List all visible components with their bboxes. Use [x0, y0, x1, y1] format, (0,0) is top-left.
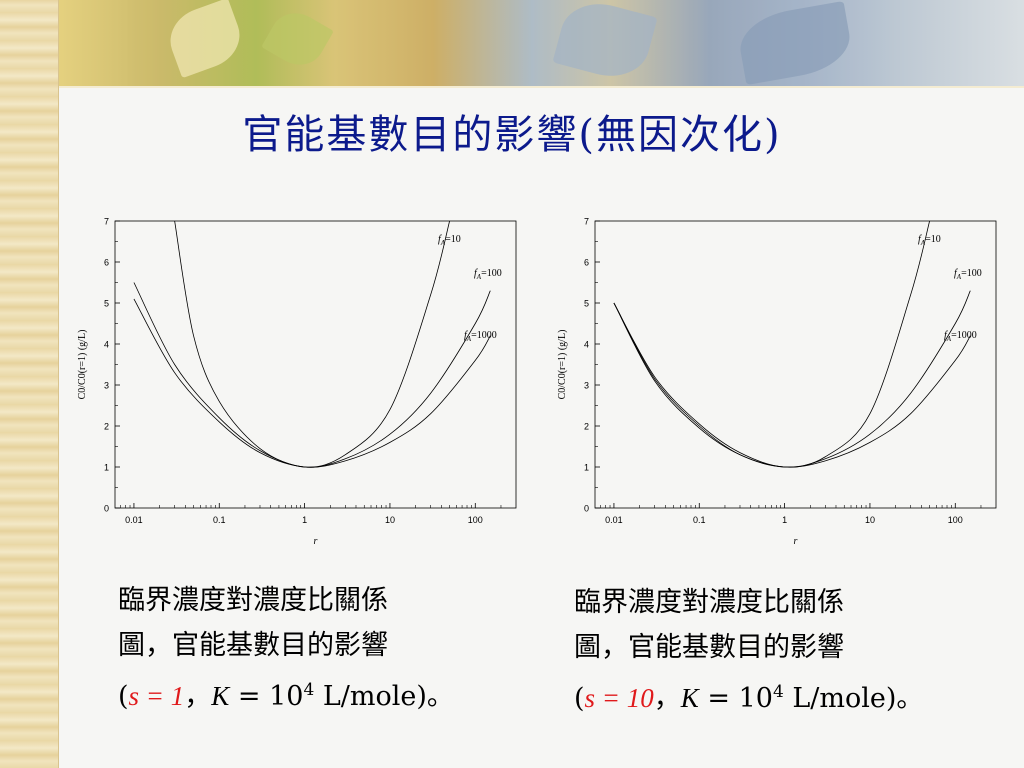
series-label-sub: A: [440, 239, 446, 247]
decorative-banner: [40, 0, 1024, 86]
caption-line3: (s = 1，K = 104 L/mole)。: [118, 668, 454, 719]
caption-eq: = 10: [698, 683, 773, 714]
x-tick-label: 10: [865, 515, 875, 525]
plot-frame: [594, 220, 997, 509]
x-tick-label: 1: [302, 515, 307, 525]
y-tick-label: 3: [584, 381, 589, 391]
series-label-2: fA=100: [954, 268, 982, 281]
slide-title: 官能基數目的影響(無因次化): [242, 112, 782, 158]
series-label-f: f: [464, 330, 468, 341]
caption-right: 臨界濃度對濃度比關係 圖，官能基數目的影響 (s = 10，K = 104 L/…: [574, 580, 923, 721]
caption-exp: 4: [303, 680, 315, 700]
y-tick-label: 7: [104, 217, 109, 227]
series-label-f: f: [474, 268, 478, 279]
series-label-f: f: [438, 234, 442, 245]
caption-exp: 4: [772, 682, 784, 702]
caption-s-value: s = 1: [128, 681, 185, 711]
x-tick-label: 1: [782, 515, 787, 525]
y-tick-label: 0: [104, 504, 109, 514]
y-tick-label: 4: [104, 340, 109, 350]
y-tick-label: 5: [584, 299, 589, 309]
leaf-decoration: [261, 3, 334, 75]
y-tick-label: 2: [104, 422, 109, 432]
leaf-decoration: [552, 0, 658, 86]
series-label-sub: A: [466, 335, 472, 343]
x-tick-label: 0.01: [605, 515, 623, 525]
series-label-f: f: [918, 234, 922, 245]
y-tick-label: 7: [584, 217, 589, 227]
y-tick-label: 3: [104, 381, 109, 391]
leaf-decoration: [735, 0, 855, 86]
plot-frame: [114, 220, 517, 509]
caption-k: K: [211, 681, 230, 711]
y-tick-label: 5: [104, 299, 109, 309]
y-tick-label: 2: [584, 422, 589, 432]
series-label-value: =10: [445, 234, 461, 245]
series-label-f: f: [954, 268, 958, 279]
y-axis-label: C0/C0(r=1) (g/L): [557, 330, 568, 400]
series-label-f: f: [944, 330, 948, 341]
x-tick-label: 0.1: [213, 515, 226, 525]
series-label-3: fA=1000: [464, 330, 497, 343]
caption-sep: ，: [184, 681, 212, 712]
x-tick-label: 0.01: [125, 515, 143, 525]
x-tick-label: 10: [385, 515, 395, 525]
series-line-1: [174, 221, 450, 468]
y-axis-label: C0/C0(r=1) (g/L): [77, 330, 88, 400]
x-tick-label: 100: [468, 515, 483, 525]
series-label-1: fA=10: [438, 234, 461, 247]
series-label-sub: A: [476, 273, 482, 281]
caption-line1: 臨界濃度對濃度比關係: [118, 585, 388, 616]
series-label-value: =1000: [951, 330, 977, 341]
y-tick-label: 4: [584, 340, 589, 350]
y-tick-label: 0: [584, 504, 589, 514]
caption-open: (: [118, 681, 129, 712]
y-tick-label: 1: [104, 463, 109, 473]
series-line-3: [613, 302, 971, 468]
series-label-value: =100: [481, 268, 502, 279]
caption-eq: = 10: [229, 681, 304, 712]
series-label-sub: A: [946, 335, 952, 343]
caption-line1: 臨界濃度對濃度比關係: [574, 587, 844, 618]
series-label-3: fA=1000: [944, 330, 977, 343]
x-tick-label: 0.1: [693, 515, 706, 525]
series-line-1: [613, 221, 930, 468]
y-tick-label: 6: [584, 258, 589, 268]
y-tick-label: 1: [584, 463, 589, 473]
caption-line2: 圖，官能基數目的影響: [118, 630, 388, 661]
caption-line3: (s = 10，K = 104 L/mole)。: [574, 670, 923, 721]
caption-line2: 圖，官能基數目的影響: [574, 632, 844, 663]
caption-open: (: [574, 683, 585, 714]
chart-panel-left: 0 1 2 3 4 5 6 7 0.01 0.1 1 10 100 r C0/C0(r=1) (g/L) fA…: [60, 205, 530, 560]
series-line-2: [133, 282, 491, 468]
caption-tail: L/mole)。: [314, 681, 454, 712]
leaf-decoration: [161, 0, 249, 79]
x-axis-label: r: [794, 536, 798, 547]
caption-sep: ，: [653, 683, 681, 714]
series-line-2: [613, 290, 971, 468]
caption-left: 臨界濃度對濃度比關係 圖，官能基數目的影響 (s = 1，K = 104 L/m…: [118, 578, 454, 719]
caption-s-value: s = 10: [584, 683, 654, 713]
y-tick-label: 6: [104, 258, 109, 268]
chart-panel-right: 0 1 2 3 4 5 6 7 0.01 0.1 1 10 100 r C0/C0(r=1) (g/L) fA…: [540, 205, 1010, 560]
caption-k: K: [680, 683, 699, 713]
x-axis-label: r: [314, 536, 318, 547]
series-label-value: =10: [925, 234, 941, 245]
x-tick-label: 100: [948, 515, 963, 525]
series-label-sub: A: [956, 273, 962, 281]
series-label-value: =1000: [471, 330, 497, 341]
left-parchment-strip: [0, 0, 59, 768]
caption-tail: L/mole)。: [783, 683, 924, 714]
series-label-2: fA=100: [474, 268, 502, 281]
series-label-value: =100: [961, 268, 982, 279]
series-label-sub: A: [920, 239, 926, 247]
series-line-3: [133, 298, 491, 468]
series-label-1: fA=10: [918, 234, 941, 247]
